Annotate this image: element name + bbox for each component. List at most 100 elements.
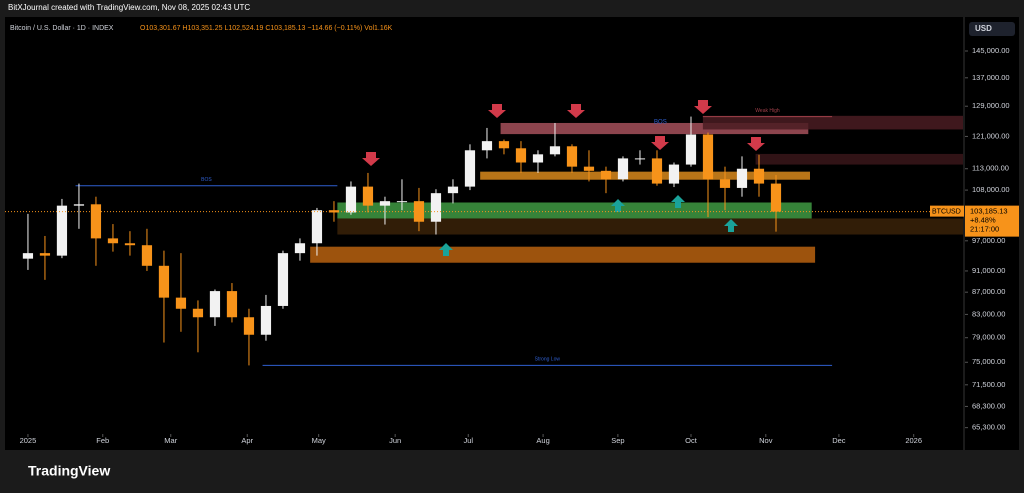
x-tick-label: Aug <box>536 436 549 445</box>
currency[interactable]: USD <box>975 24 992 33</box>
candle-body <box>107 238 119 244</box>
candle-body <box>328 210 340 213</box>
currency-box[interactable] <box>969 22 1015 36</box>
candle-body <box>549 146 561 155</box>
candle-body <box>39 253 51 256</box>
candle-body <box>73 204 85 206</box>
candle-body <box>532 154 544 163</box>
candle-body <box>447 186 459 194</box>
zone <box>755 153 963 165</box>
symbol-box <box>930 205 964 217</box>
candle-body <box>668 164 680 184</box>
level-label: BOS <box>201 177 212 183</box>
up-arrow <box>724 219 738 232</box>
up-arrow <box>439 243 453 256</box>
x-tick-label: May <box>312 436 326 445</box>
candle-body <box>56 205 68 256</box>
y-tick-label: 121,000.00 <box>972 131 1010 140</box>
zone <box>310 246 816 263</box>
x-tick-label: Feb <box>96 436 109 445</box>
arrows <box>362 100 765 256</box>
zone <box>337 202 812 219</box>
x-tick-label: Mar <box>164 436 177 445</box>
candle-body <box>396 201 408 203</box>
candle-body <box>345 186 357 213</box>
candle-body <box>158 265 170 298</box>
level-label: Strong Low <box>535 357 561 363</box>
candle-body <box>430 193 442 222</box>
candle-body <box>90 204 102 239</box>
candle-body <box>379 201 391 206</box>
candle-body <box>617 158 629 180</box>
x-tick-label: Sep <box>611 436 624 445</box>
y-tick-label: 97,000.00 <box>972 236 1005 245</box>
candle-body <box>736 168 748 188</box>
price-box <box>965 205 1019 237</box>
annotation: BOS <box>654 119 667 125</box>
candle-body <box>702 134 714 180</box>
x-tick-label: 2026 <box>905 436 922 445</box>
price-change: +8.48% <box>970 216 996 225</box>
y-tick-label: 91,000.00 <box>972 266 1005 275</box>
x-tick-label: 2025 <box>20 436 37 445</box>
level-label: Weak High <box>755 108 780 114</box>
candle-body <box>600 170 612 180</box>
y-tick-label: 75,000.00 <box>972 357 1005 366</box>
candle-body <box>566 146 578 167</box>
y-tick-label: 129,000.00 <box>972 101 1010 110</box>
zone <box>500 122 809 135</box>
candle-body <box>294 243 306 254</box>
candle-body <box>583 166 595 171</box>
y-tick-label: 137,000.00 <box>972 73 1010 82</box>
countdown: 21:17:00 <box>970 225 999 234</box>
candle-body <box>209 291 221 318</box>
y-tick-label: 113,000.00 <box>972 164 1009 173</box>
zone <box>702 115 963 130</box>
candle-body <box>413 201 425 222</box>
candle-body <box>464 150 476 187</box>
down-arrow <box>694 100 712 114</box>
up-arrow <box>671 195 685 208</box>
y-tick-label: 87,000.00 <box>972 287 1005 296</box>
x-tick-label: Oct <box>685 436 698 445</box>
down-arrow <box>488 104 506 118</box>
candle-body <box>498 141 510 149</box>
candle-body <box>243 317 255 335</box>
symbol-label: BTCUSD <box>932 208 961 215</box>
y-tick-label: 79,000.00 <box>972 333 1005 342</box>
footer-logo: TradingView <box>28 463 110 479</box>
ohlc-legend: O103,301.67 H103,351.25 L102,524.19 C103… <box>140 25 393 32</box>
candle-body <box>260 305 272 335</box>
down-arrow <box>651 136 669 150</box>
candle-body <box>685 134 697 165</box>
down-arrow <box>747 137 765 151</box>
x-tick-label: Nov <box>759 436 773 445</box>
candle-body <box>192 308 204 318</box>
down-arrow <box>567 104 585 118</box>
zone <box>337 218 964 235</box>
y-tick-label: 145,000.00 <box>972 46 1010 55</box>
symbol-title: Bitcoin / U.S. Dollar · 1D · INDEX <box>10 25 114 32</box>
candle-body <box>634 158 646 160</box>
last-price: 103,185.13 <box>970 207 1008 216</box>
candle-body <box>481 141 493 151</box>
x-tick-label: Jun <box>389 436 401 445</box>
candle-body <box>515 148 527 163</box>
candle-body <box>226 291 238 318</box>
candle-body <box>753 168 765 184</box>
candle-body <box>124 243 136 246</box>
candle-body <box>311 210 323 244</box>
candle-body <box>719 179 731 188</box>
up-arrow <box>611 199 625 212</box>
down-arrow <box>362 152 380 166</box>
y-tick-label: 71,500.00 <box>972 380 1005 389</box>
x-tick-label: Dec <box>832 436 846 445</box>
x-tick-label: Jul <box>463 436 473 445</box>
y-tick-label: 83,000.00 <box>972 309 1005 318</box>
y-tick-label: 68,300.00 <box>972 401 1005 410</box>
zone <box>480 171 810 180</box>
candle-body <box>651 158 663 184</box>
x-tick-label: Apr <box>241 436 253 445</box>
